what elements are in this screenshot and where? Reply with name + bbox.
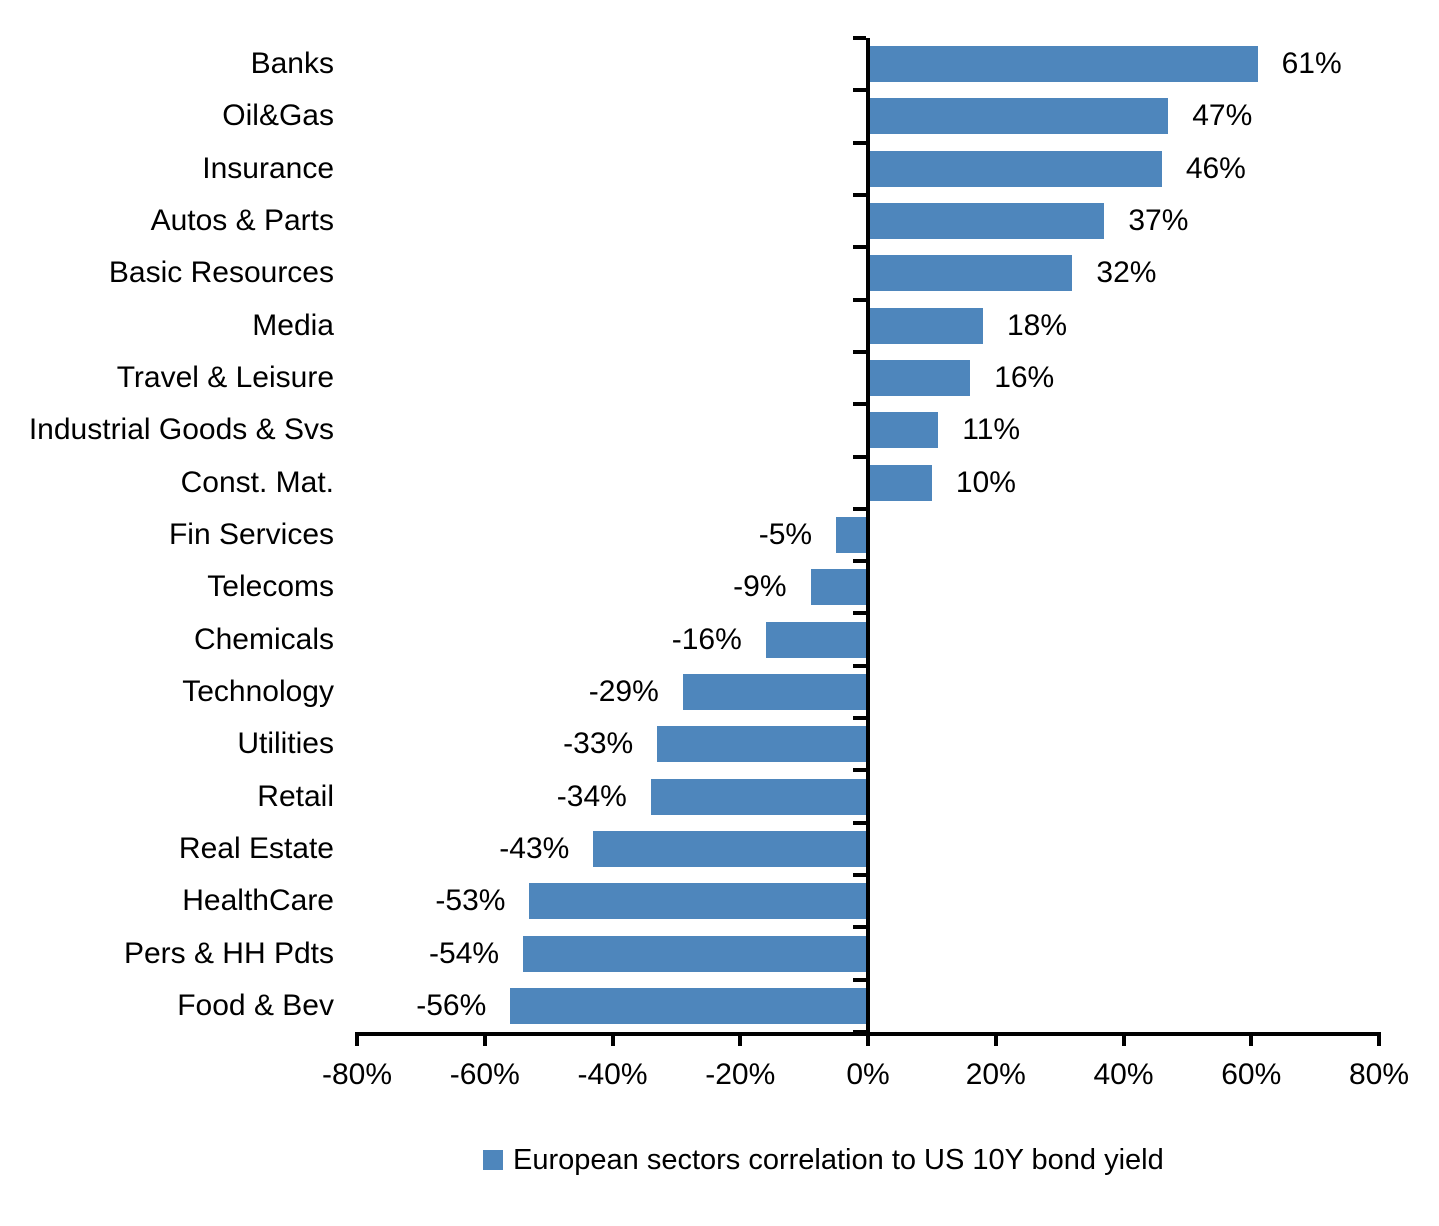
zero-axis-tick bbox=[853, 297, 866, 302]
category-label: Media bbox=[252, 308, 334, 342]
x-axis-tick bbox=[355, 1032, 359, 1046]
zero-axis-tick bbox=[853, 716, 866, 721]
bar bbox=[650, 778, 868, 815]
bar-value-label: -16% bbox=[671, 622, 742, 656]
bar bbox=[657, 726, 868, 763]
category-label: Pers & HH Pdts bbox=[123, 936, 334, 970]
bar bbox=[682, 673, 868, 710]
x-axis-tick bbox=[1377, 1032, 1381, 1046]
x-axis-tick-label: -80% bbox=[321, 1058, 393, 1091]
zero-axis-tick bbox=[853, 663, 866, 668]
category-label: Utilities bbox=[237, 727, 334, 761]
bar bbox=[593, 830, 868, 867]
bar bbox=[510, 987, 868, 1024]
x-axis-tick bbox=[610, 1032, 615, 1046]
category-label: Technology bbox=[182, 674, 334, 708]
zero-axis-tick bbox=[853, 36, 866, 40]
bar bbox=[836, 517, 868, 553]
bar-value-label: -33% bbox=[563, 727, 634, 761]
zero-axis-tick bbox=[853, 245, 866, 250]
zero-axis-tick bbox=[853, 506, 866, 511]
category-label: Industrial Goods & Svs bbox=[28, 413, 334, 447]
x-axis-tick-label: -40% bbox=[577, 1058, 648, 1091]
zero-axis-tick bbox=[853, 454, 866, 459]
bar-value-label: 10% bbox=[955, 465, 1016, 499]
x-axis-tick bbox=[482, 1032, 487, 1046]
category-label: Travel & Leisure bbox=[116, 361, 334, 395]
bar bbox=[523, 935, 868, 972]
bar-value-label: 18% bbox=[1006, 308, 1068, 342]
zero-axis-line bbox=[866, 38, 870, 1036]
zero-axis-tick bbox=[853, 977, 866, 982]
x-axis-tick-label: 40% bbox=[1093, 1058, 1154, 1091]
bar-value-label: 32% bbox=[1096, 256, 1157, 290]
bar-value-label: -29% bbox=[588, 674, 659, 708]
bar bbox=[868, 412, 939, 449]
x-axis-tick-label: -60% bbox=[449, 1058, 520, 1091]
category-label: Banks bbox=[250, 47, 334, 81]
category-label: HealthCare bbox=[182, 884, 334, 918]
bar-value-label: -54% bbox=[429, 936, 500, 970]
legend-swatch-icon bbox=[483, 1150, 503, 1170]
category-label: Autos & Parts bbox=[150, 204, 334, 238]
bar-value-label: -56% bbox=[416, 988, 487, 1022]
bar-value-label: 61% bbox=[1281, 47, 1342, 81]
zero-axis-tick bbox=[853, 873, 866, 878]
bar-value-label: -43% bbox=[499, 831, 570, 865]
x-axis-tick bbox=[993, 1032, 998, 1046]
bar bbox=[868, 307, 983, 344]
category-label: Insurance bbox=[202, 151, 334, 185]
zero-axis-tick bbox=[853, 768, 866, 773]
category-label: Fin Services bbox=[168, 518, 334, 551]
x-axis-tick bbox=[866, 1032, 870, 1046]
zero-axis-tick bbox=[853, 820, 866, 825]
bar-value-label: 11% bbox=[962, 413, 1021, 447]
bar bbox=[868, 203, 1105, 240]
bar-value-label: -5% bbox=[758, 518, 813, 551]
x-axis-tick-label: 0% bbox=[846, 1058, 890, 1091]
category-label: Telecoms bbox=[207, 570, 334, 604]
bar bbox=[765, 621, 868, 658]
legend: European sectors correlation to US 10Y b… bbox=[483, 1144, 1164, 1176]
zero-axis-tick bbox=[853, 559, 866, 564]
category-label: Retail bbox=[257, 779, 334, 813]
x-axis-tick bbox=[1121, 1032, 1126, 1046]
bar-value-label: 16% bbox=[994, 361, 1055, 395]
bar-value-label: 37% bbox=[1128, 204, 1189, 238]
category-label: Basic Resources bbox=[108, 256, 334, 290]
bar bbox=[868, 150, 1162, 187]
bar-value-label: -53% bbox=[435, 884, 506, 918]
bar-value-label: -34% bbox=[556, 779, 627, 813]
zero-axis-tick bbox=[853, 349, 866, 354]
category-label: Food & Bev bbox=[177, 988, 334, 1022]
bar-value-label: 46% bbox=[1185, 151, 1246, 185]
category-label: Chemicals bbox=[193, 622, 334, 656]
x-axis-tick-label: -20% bbox=[705, 1058, 776, 1091]
x-axis-tick bbox=[1249, 1032, 1254, 1046]
zero-axis-tick bbox=[853, 88, 866, 93]
bar bbox=[868, 464, 932, 501]
zero-axis-tick bbox=[853, 925, 866, 930]
category-label: Const. Mat. bbox=[180, 465, 334, 499]
zero-axis-tick bbox=[853, 402, 866, 407]
bar bbox=[810, 569, 868, 606]
bar bbox=[868, 360, 971, 397]
bar-value-label: -9% bbox=[733, 570, 787, 604]
zero-axis-tick bbox=[853, 140, 866, 145]
legend-label: European sectors correlation to US 10Y b… bbox=[513, 1144, 1164, 1176]
x-axis-tick-label: 60% bbox=[1221, 1058, 1282, 1091]
bar bbox=[868, 255, 1073, 292]
bar-value-label: 47% bbox=[1192, 99, 1253, 133]
zero-axis-tick bbox=[853, 611, 866, 616]
x-axis-tick-label: 20% bbox=[965, 1058, 1026, 1091]
category-label: Oil&Gas bbox=[222, 99, 334, 133]
zero-axis-tick bbox=[853, 192, 866, 197]
category-label: Real Estate bbox=[178, 831, 334, 865]
bar bbox=[529, 883, 868, 920]
bar bbox=[868, 98, 1169, 135]
bar bbox=[868, 46, 1258, 83]
x-axis-tick bbox=[738, 1032, 743, 1046]
x-axis-tick-label: 80% bbox=[1348, 1058, 1410, 1091]
